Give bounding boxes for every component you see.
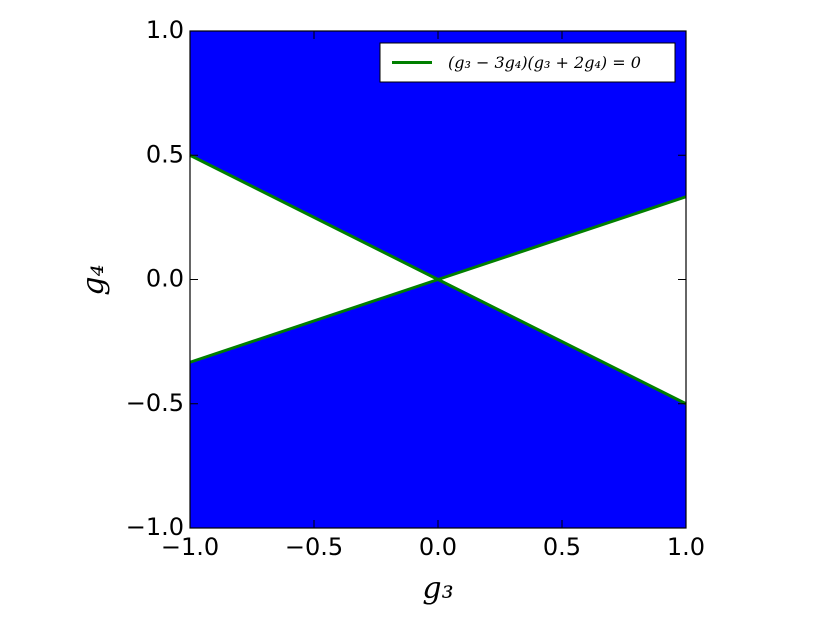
x-tick-label: −1.0 — [161, 533, 219, 561]
x-tick-label: 0.5 — [543, 533, 581, 561]
x-tick-label: 1.0 — [667, 533, 705, 561]
x-tick-label: 0.0 — [419, 533, 457, 561]
legend-label: (g₃ − 3g₄)(g₃ + 2g₄) = 0 — [448, 53, 641, 72]
y-tick-label: 0.0 — [146, 265, 184, 293]
data-line — [189, 153, 687, 406]
region-fill — [190, 279, 686, 528]
x-axis-label: g₃ — [422, 571, 453, 606]
y-tick-label: 1.0 — [146, 16, 184, 44]
y-tick-label: 0.5 — [146, 140, 184, 168]
y-tick-label: −1.0 — [126, 513, 184, 541]
x-tick-label: −0.5 — [285, 533, 343, 561]
y-axis-label: g₄ — [76, 264, 111, 295]
y-tick-label: −0.5 — [126, 389, 184, 417]
